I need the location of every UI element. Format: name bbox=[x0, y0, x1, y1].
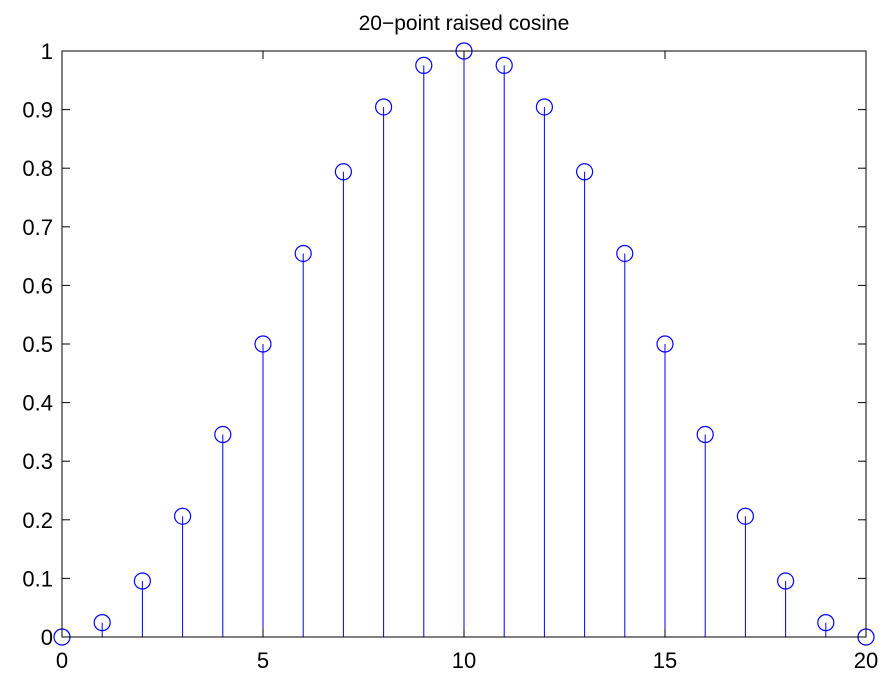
stem-marker bbox=[776, 572, 795, 590]
stem-marker bbox=[93, 614, 111, 632]
y-tick-label: 1 bbox=[41, 39, 53, 64]
stem-marker bbox=[535, 98, 554, 116]
y-tick-label: 0.8 bbox=[22, 156, 53, 181]
markers-layer bbox=[53, 42, 875, 646]
stem-marker bbox=[254, 335, 272, 353]
y-tick-label: 0 bbox=[41, 625, 53, 650]
x-axis: 0 5 10 15 20 bbox=[56, 51, 878, 673]
y-tick-label: 0.4 bbox=[22, 391, 53, 416]
y-tick-label: 0.3 bbox=[22, 449, 53, 474]
stem-marker bbox=[696, 425, 714, 444]
y-tick-label: 0.5 bbox=[22, 332, 53, 357]
stem-marker bbox=[334, 163, 352, 181]
y-tick-label: 0.7 bbox=[22, 215, 53, 240]
stem-marker bbox=[616, 244, 634, 263]
y-tick-label: 0.1 bbox=[22, 566, 53, 591]
stem-marker bbox=[133, 572, 151, 590]
y-tick-label: 0.6 bbox=[22, 273, 53, 298]
stems-layer bbox=[101, 51, 827, 637]
stem-marker bbox=[495, 56, 513, 74]
stem-marker bbox=[214, 425, 232, 444]
stem-marker bbox=[415, 56, 433, 74]
stem-marker bbox=[174, 507, 192, 525]
stem-marker bbox=[294, 244, 312, 263]
y-tick-label: 0.2 bbox=[22, 508, 53, 533]
x-tick-label: 5 bbox=[257, 648, 269, 673]
stem-marker bbox=[656, 335, 674, 353]
x-tick-label: 10 bbox=[452, 648, 476, 673]
y-tick-label: 0.9 bbox=[22, 98, 53, 123]
chart-title: 20−point raised cosine bbox=[359, 12, 570, 35]
stem-marker bbox=[736, 507, 755, 525]
x-tick-label: 0 bbox=[56, 648, 68, 673]
stem-marker bbox=[375, 98, 393, 116]
x-tick-label: 15 bbox=[653, 648, 677, 673]
stem-marker bbox=[817, 614, 835, 632]
x-tick-label: 20 bbox=[854, 648, 878, 673]
y-axis: 0 0.1 0.2 0.3 0.4 0.5 0.6 0.7 0.8 0.9 1 bbox=[22, 39, 866, 650]
stem-marker bbox=[575, 163, 594, 181]
